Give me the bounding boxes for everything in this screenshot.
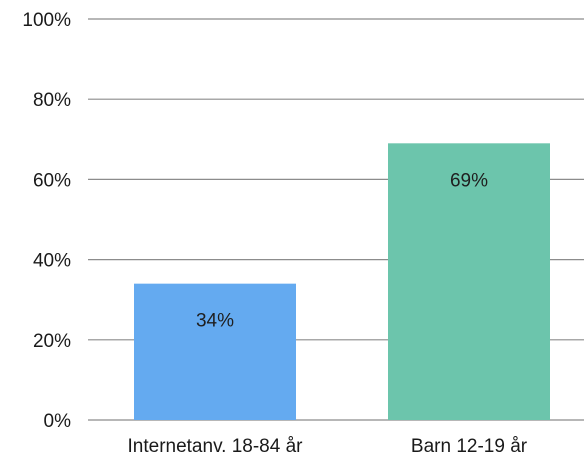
x-axis-category-labels: Internetanv. 18-84 år Barn 12-19 år [128, 436, 528, 457]
bar [134, 283, 296, 420]
x-category-label: Internetanv. 18-84 år [128, 436, 304, 457]
bar-data-label: 34% [196, 311, 234, 332]
bars [134, 143, 550, 420]
y-tick-label: 0% [44, 411, 72, 432]
bar-data-label: 69% [450, 170, 488, 191]
y-tick-label: 40% [33, 251, 71, 272]
data-labels: 34% 69% [196, 170, 488, 331]
x-category-label: Barn 12-19 år [411, 436, 528, 457]
bar [388, 143, 550, 420]
y-tick-label: 60% [33, 170, 71, 191]
y-tick-label: 20% [33, 331, 71, 352]
y-axis-tick-labels: 0% 20% 40% 60% 80% 100% [22, 10, 71, 432]
y-tick-label: 100% [22, 10, 71, 31]
y-tick-label: 80% [33, 90, 71, 111]
